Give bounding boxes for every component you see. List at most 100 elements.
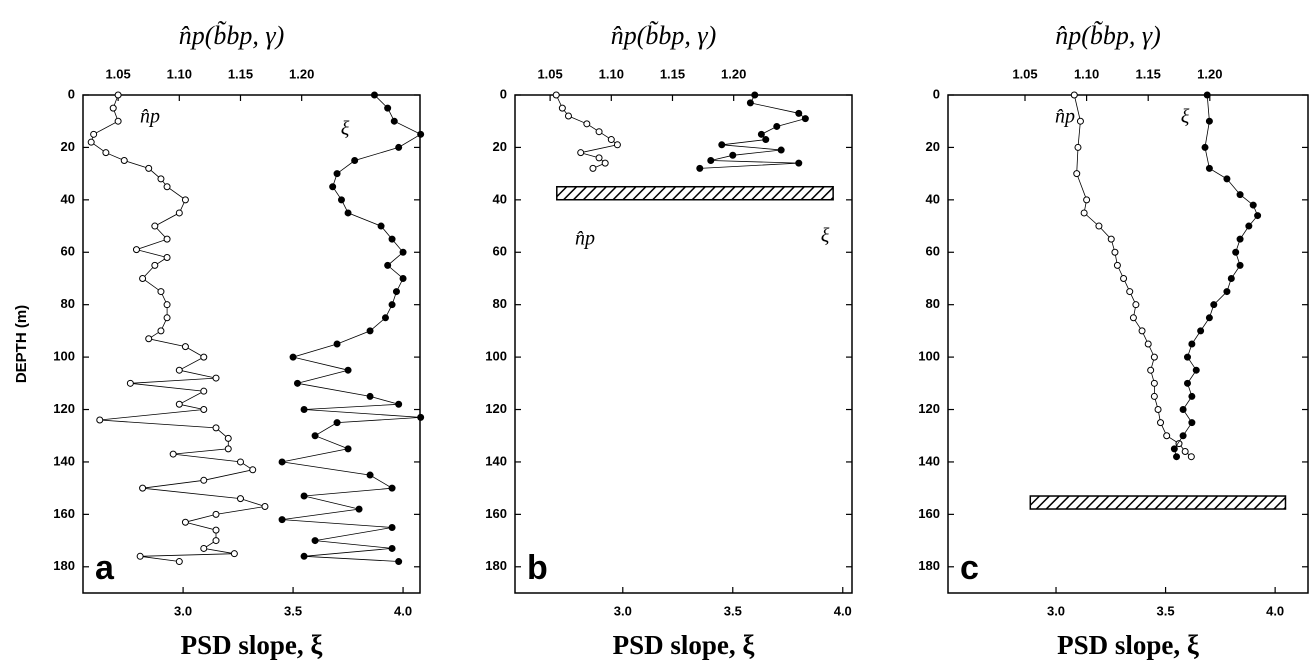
data-point (583, 120, 591, 128)
data-point (801, 115, 809, 123)
data-point (1188, 419, 1196, 427)
data-point (120, 157, 128, 165)
data-point (175, 209, 183, 217)
data-point (746, 99, 754, 107)
data-point (377, 222, 385, 230)
y-tick-label: 0 (933, 86, 940, 101)
data-point (417, 413, 425, 421)
data-point (212, 374, 220, 382)
data-point (381, 314, 389, 322)
data-point (333, 419, 341, 427)
plot-frame (514, 94, 853, 594)
x2-tick-label: 1.15 (660, 66, 685, 81)
data-point (300, 406, 308, 414)
data-point (729, 151, 737, 159)
x2-tick-label: 1.15 (228, 66, 253, 81)
data-point (181, 196, 189, 204)
data-point (109, 104, 117, 112)
data-point (145, 335, 153, 343)
top-axis-title: n̂p(b̃bp, γ) (1055, 21, 1161, 50)
data-point (1080, 209, 1088, 217)
x2-tick-label: 1.10 (599, 66, 624, 81)
top-axis-title: n̂p(b̃bp, γ) (179, 21, 285, 50)
data-point (329, 183, 337, 191)
data-point (1236, 191, 1244, 199)
data-point (351, 157, 359, 165)
data-point (1179, 406, 1187, 414)
data-point (1170, 445, 1178, 453)
data-point (417, 130, 425, 138)
data-point (1223, 175, 1231, 183)
data-point (169, 450, 177, 458)
data-point (1181, 447, 1189, 455)
data-point (300, 552, 308, 560)
data-point (1188, 392, 1196, 400)
data-point (90, 130, 98, 138)
data-point (564, 112, 572, 120)
panel-label: c (960, 549, 979, 587)
data-point (1147, 366, 1155, 374)
data-point (1150, 353, 1158, 361)
data-point (1083, 196, 1091, 204)
data-point (261, 503, 269, 511)
data-point (1245, 222, 1253, 230)
data-point (607, 136, 615, 144)
y-tick-label: 160 (53, 506, 75, 521)
x-tick-label: 4.0 (394, 603, 412, 618)
x-tick-label: 3.5 (1157, 603, 1175, 618)
y-tick-label: 100 (918, 349, 940, 364)
data-point (395, 143, 403, 151)
series-label: n̂p (140, 106, 160, 128)
y-tick-label: 120 (485, 401, 507, 416)
data-point (388, 484, 396, 492)
data-point (1154, 406, 1162, 414)
x-tick-label: 3.5 (284, 603, 302, 618)
x-tick-label: 4.0 (834, 603, 852, 618)
x-axis-label: PSD slope, ξ (1057, 630, 1200, 660)
data-point (157, 327, 165, 335)
seafloor-bar (1029, 495, 1287, 510)
data-point (1236, 261, 1244, 269)
data-point (1163, 432, 1171, 440)
x2-tick-label: 1.20 (721, 66, 746, 81)
plot-frame (82, 94, 421, 594)
series-line (1173, 94, 1259, 457)
data-point (1074, 143, 1082, 151)
data-point (175, 400, 183, 408)
data-point (370, 91, 378, 99)
data-point (175, 558, 183, 566)
series-line (90, 94, 266, 562)
x2-tick-label: 1.05 (537, 66, 562, 81)
y-tick-label: 180 (485, 558, 507, 573)
data-point (102, 149, 110, 157)
data-point (1129, 314, 1137, 322)
data-point (384, 261, 392, 269)
plot-frame (947, 94, 1309, 594)
data-point (1132, 301, 1140, 309)
data-point (1179, 432, 1187, 440)
data-point (589, 164, 597, 172)
y-tick-label: 80 (926, 296, 940, 311)
data-point (236, 495, 244, 503)
y-tick-label: 40 (926, 191, 940, 206)
data-point (163, 301, 171, 309)
x2-tick-label: 1.05 (1012, 66, 1037, 81)
data-point (1150, 392, 1158, 400)
data-point (388, 544, 396, 552)
data-point (1192, 366, 1200, 374)
data-point (249, 466, 257, 474)
data-point (1173, 453, 1181, 461)
data-point (1254, 212, 1262, 220)
data-point (145, 164, 153, 172)
data-point (230, 550, 238, 558)
data-point (1076, 117, 1084, 125)
data-point (1111, 248, 1119, 256)
data-point (795, 159, 803, 167)
data-point (311, 537, 319, 545)
series-label: n̂p (1055, 106, 1075, 128)
data-point (1073, 170, 1081, 178)
data-point (139, 274, 147, 282)
data-point (224, 434, 232, 442)
data-point (751, 91, 759, 99)
